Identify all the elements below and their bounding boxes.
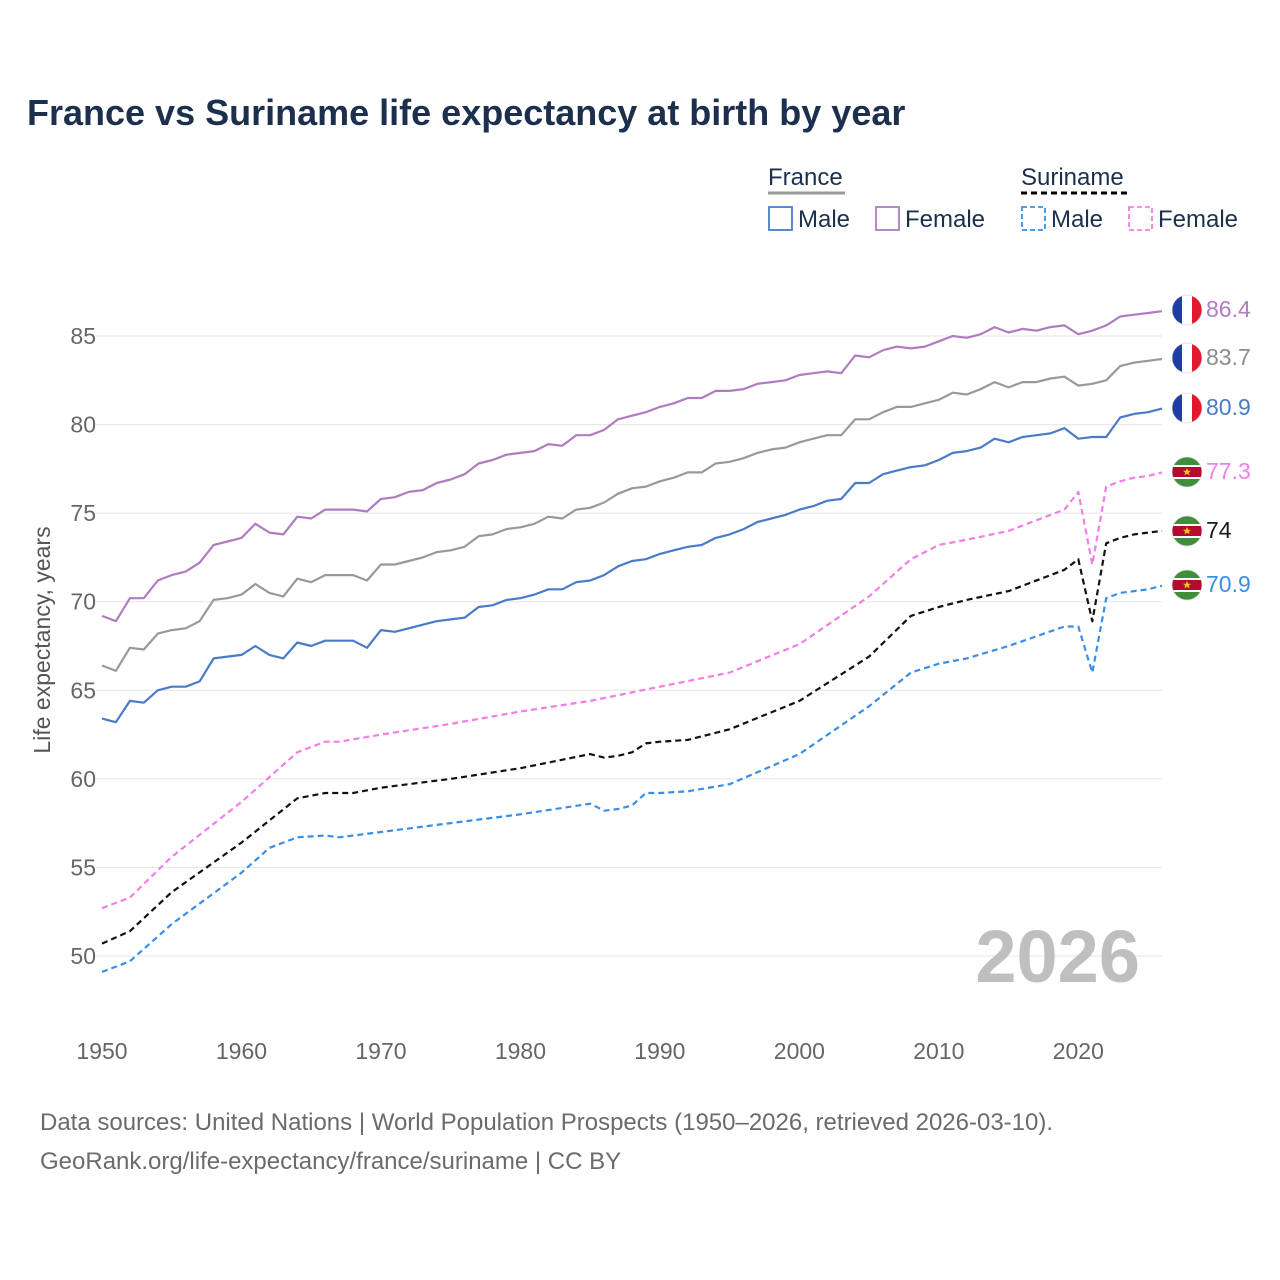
x-tick-label: 1960 (216, 1038, 267, 1064)
y-tick-label: 55 (70, 854, 96, 880)
x-tick-label: 2010 (913, 1038, 964, 1064)
year-watermark: 2026 (975, 915, 1140, 998)
legend-group-title: Suriname (1021, 164, 1124, 191)
legend-swatch (1021, 206, 1046, 231)
series-end-labels: 86.4 83.7 80.9 77.3 74 70.9 (1171, 294, 1251, 601)
series-line (101, 471, 1163, 910)
y-tick-label: 50 (70, 943, 96, 969)
france-flag-icon (1171, 392, 1203, 424)
x-tick-label: 1970 (355, 1038, 406, 1064)
series-line (101, 310, 1163, 623)
chart-title: France vs Suriname life expectancy at bi… (27, 92, 906, 133)
legend-swatch (875, 206, 900, 231)
y-axis: 50 55 60 65 70 75 80 85 (70, 323, 96, 969)
source-note: Data sources: United Nations | World Pop… (40, 1109, 1054, 1136)
y-axis-label: Life expectancy, years (29, 526, 55, 753)
x-tick-label: 1980 (495, 1038, 546, 1064)
end-value-label: 83.7 (1206, 344, 1251, 370)
end-value-label: 80.9 (1206, 394, 1251, 420)
suriname-flag-icon (1171, 569, 1203, 601)
y-tick-label: 80 (70, 412, 96, 438)
series-line (101, 584, 1163, 973)
x-axis: 1950 1960 1970 1980 1990 2000 2010 2020 (76, 1038, 1103, 1064)
y-tick-label: 65 (70, 677, 96, 703)
end-value-label: 70.9 (1206, 571, 1251, 597)
legend-item-label: Male (798, 206, 850, 233)
y-tick-label: 60 (70, 766, 96, 792)
x-tick-label: 2000 (774, 1038, 825, 1064)
source-footer: Data sources: United Nations | World Pop… (40, 1103, 1053, 1181)
legend-item-label: Female (1158, 206, 1238, 233)
legend-swatch (1128, 206, 1153, 231)
source-link: GeoRank.org/life-expectancy/france/surin… (40, 1148, 622, 1175)
legend-item-label: Male (1051, 206, 1103, 233)
y-tick-label: 85 (70, 323, 96, 349)
legend-group-title: France (768, 164, 843, 191)
end-value-label: 77.3 (1206, 458, 1251, 484)
series-line (101, 529, 1163, 945)
france-flag-icon (1171, 342, 1203, 374)
y-tick-label: 75 (70, 500, 96, 526)
x-tick-label: 1950 (76, 1038, 127, 1064)
y-tick-label: 70 (70, 589, 96, 615)
france-flag-icon (1171, 294, 1203, 326)
end-value-label: 74 (1206, 517, 1232, 543)
x-tick-label: 2020 (1053, 1038, 1104, 1064)
series-lines (101, 310, 1163, 973)
line-chart: France Male Female Suriname Male Female 50 55 6… (29, 164, 1251, 1064)
x-tick-label: 1990 (634, 1038, 685, 1064)
legend-item-label: Female (905, 206, 985, 233)
series-line (101, 407, 1163, 724)
gridlines (96, 335, 1162, 957)
legend-swatch (768, 206, 793, 231)
series-line (101, 357, 1163, 672)
end-value-label: 86.4 (1206, 296, 1251, 322)
suriname-flag-icon (1171, 515, 1203, 547)
suriname-flag-icon (1171, 456, 1203, 488)
legend: France Male Female Suriname Male Female (768, 164, 1238, 233)
